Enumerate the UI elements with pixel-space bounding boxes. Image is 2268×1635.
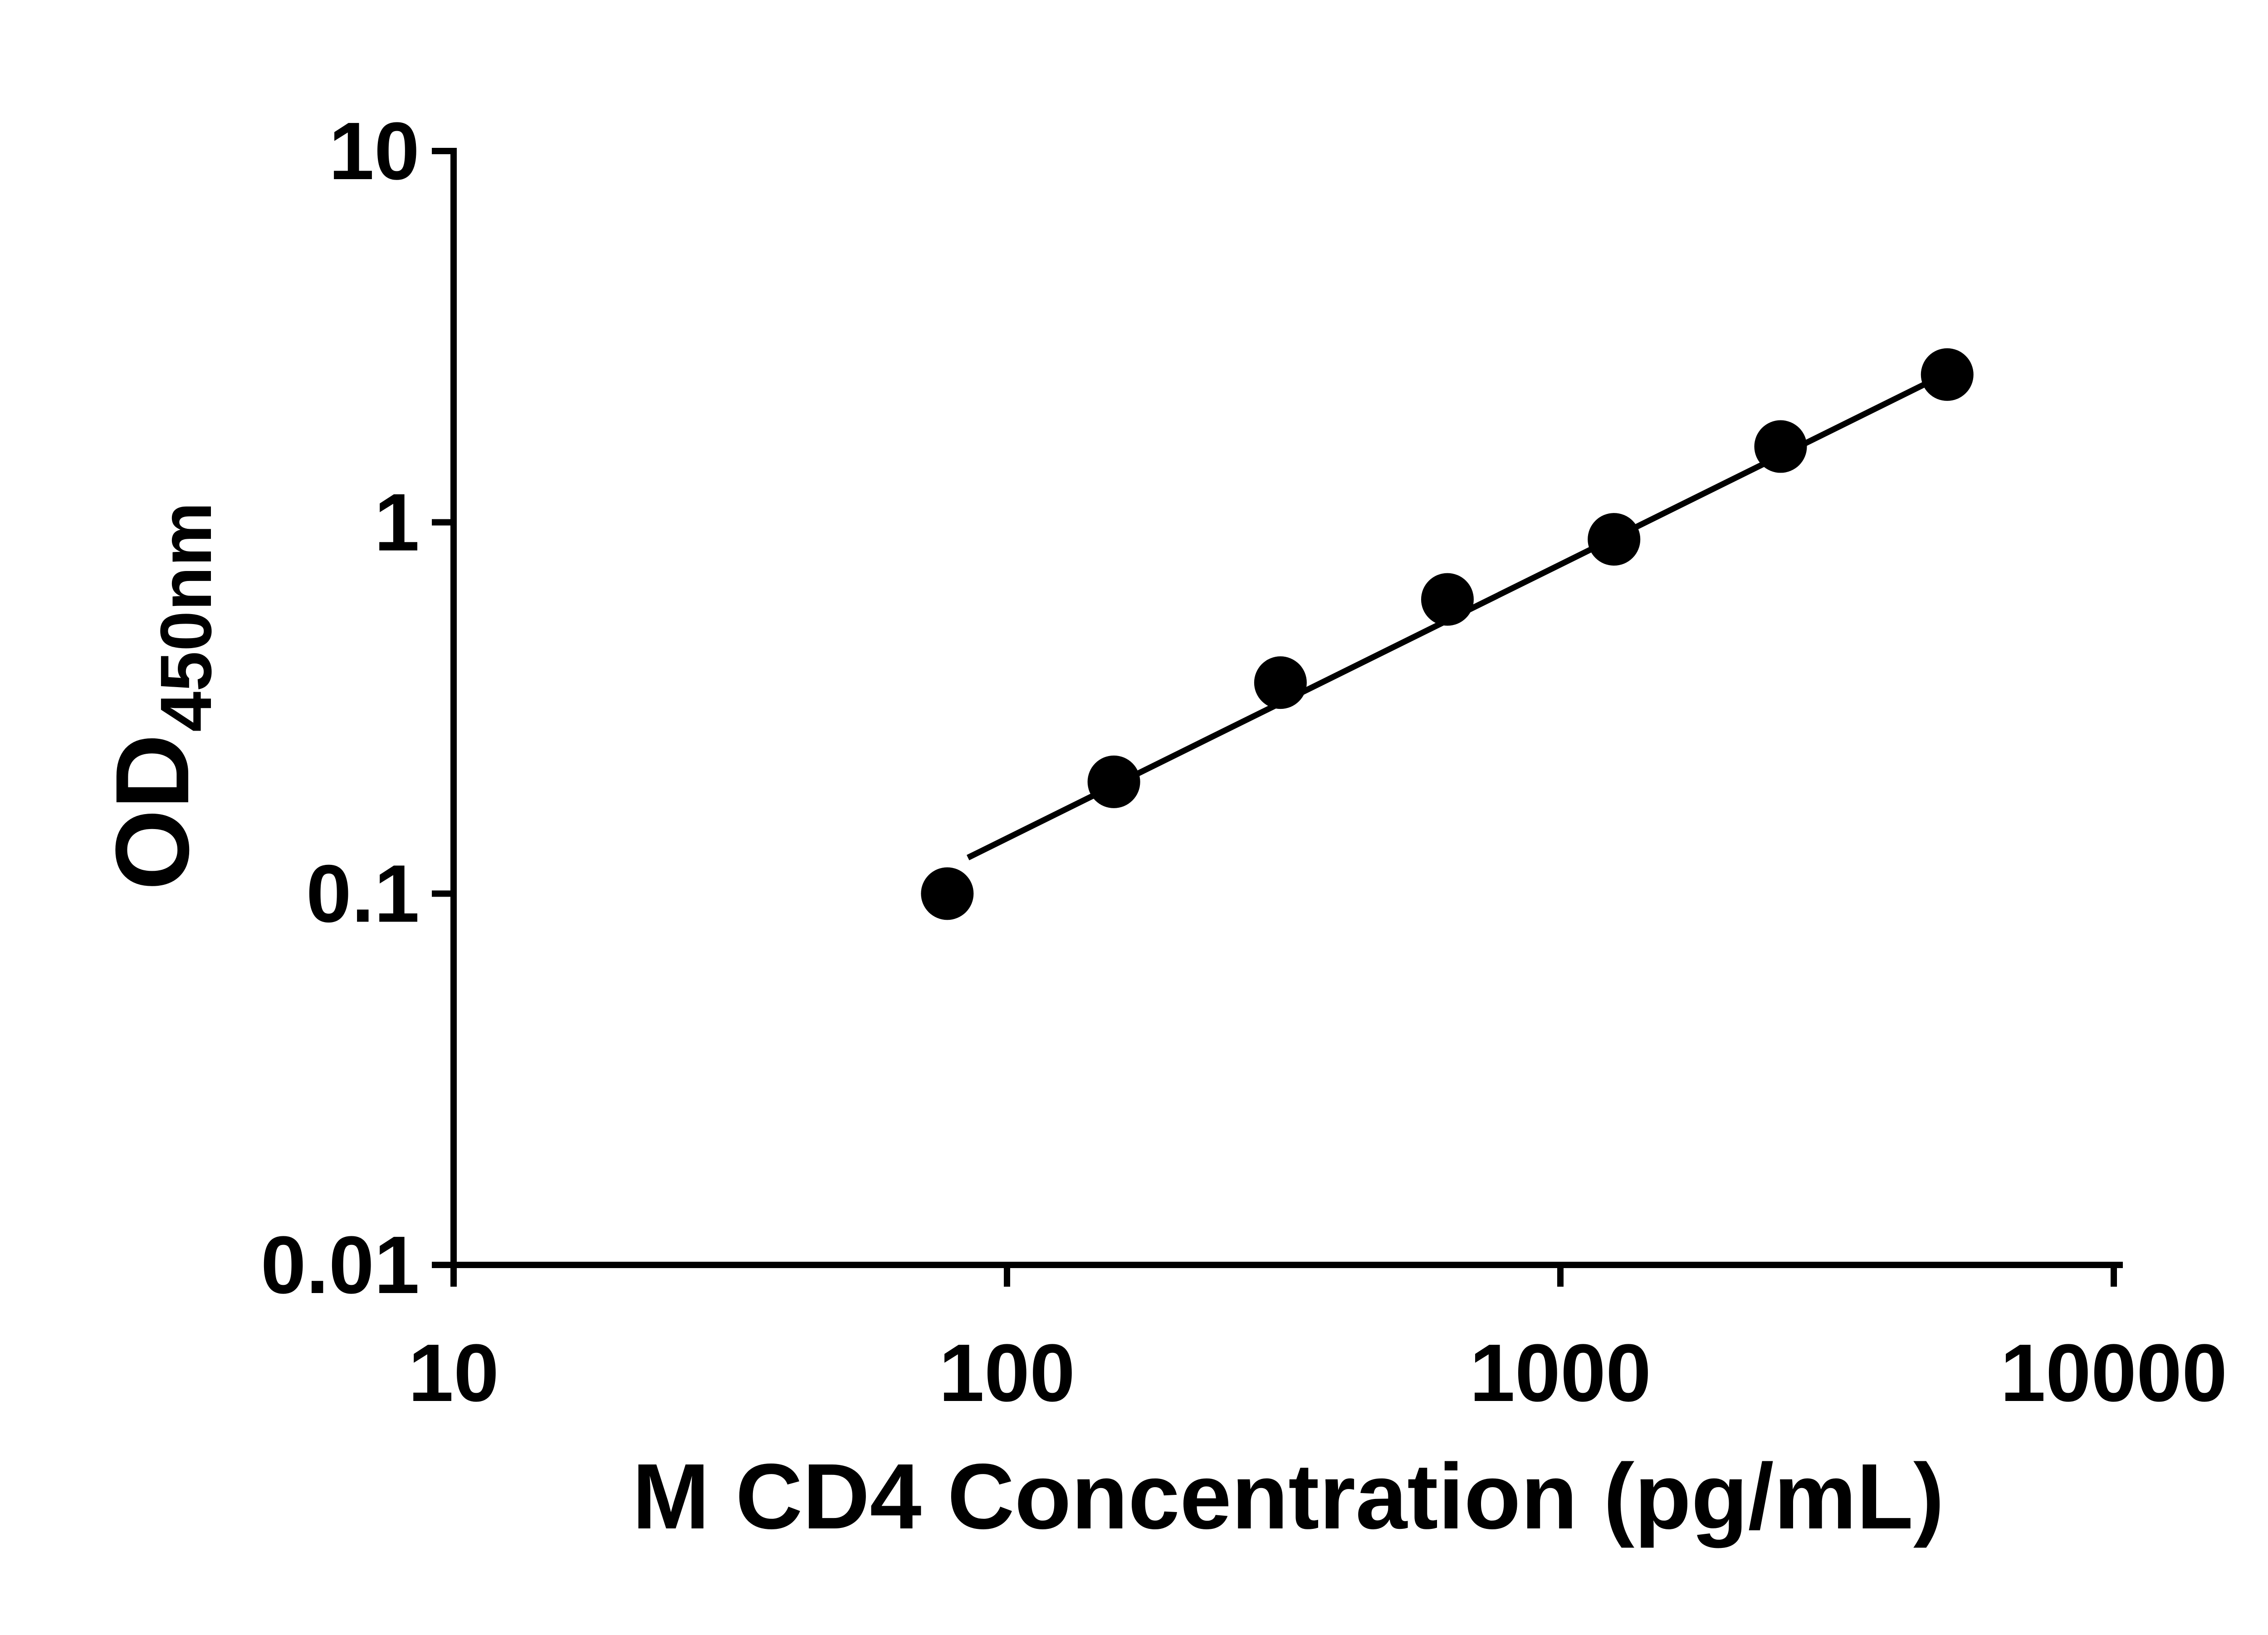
x-tick-label: 1000 bbox=[1470, 1328, 1651, 1419]
x-tick-label: 10 bbox=[408, 1328, 499, 1419]
y-axis-title-sub: 450nm bbox=[145, 502, 226, 732]
data-point bbox=[1921, 348, 1974, 401]
x-tick-label: 10000 bbox=[2000, 1328, 2228, 1419]
data-point bbox=[1754, 420, 1807, 473]
y-tick-label: 0.1 bbox=[306, 848, 420, 939]
data-point bbox=[1254, 656, 1307, 709]
x-axis-title: M CD4 Concentration (pg/mL) bbox=[632, 1445, 1945, 1548]
data-point bbox=[921, 867, 974, 920]
data-point bbox=[1421, 573, 1474, 626]
data-point bbox=[1588, 513, 1641, 566]
x-tick-label: 100 bbox=[939, 1328, 1075, 1419]
y-tick-label: 1 bbox=[374, 477, 420, 568]
y-axis-title-main: OD bbox=[94, 734, 210, 890]
y-tick-label: 10 bbox=[329, 106, 420, 197]
y-tick-label: 0.01 bbox=[261, 1220, 420, 1311]
data-point bbox=[1087, 755, 1140, 808]
y-axis-title: OD 450nm bbox=[94, 502, 226, 890]
